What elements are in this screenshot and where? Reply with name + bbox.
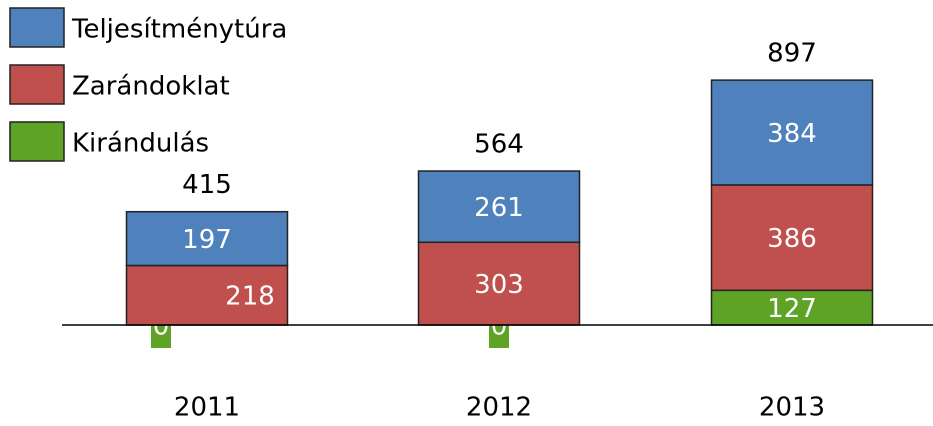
x-tick-label: 2011 [174,393,240,423]
value-label: 386 [767,224,817,254]
x-tick-label: 2012 [466,393,532,423]
bar-segment [125,210,289,267]
value-label: 127 [767,294,817,324]
total-label: 415 [182,170,232,200]
legend-swatch [9,121,65,162]
legend-swatch [9,7,65,48]
legend-label: Teljesítménytúra [71,15,287,45]
x-tick-label: 2013 [759,393,825,423]
legend-label: Kirándulás [72,129,209,159]
total-label: 897 [767,39,817,69]
bar-segment [417,241,581,326]
value-label: 384 [767,119,817,149]
bar-segment [710,289,874,326]
value-label: 303 [474,270,524,300]
bar-segment [710,184,874,292]
value-label: 261 [474,193,524,223]
bar-segment [417,170,581,244]
legend-swatch [9,64,65,105]
total-label: 564 [474,130,524,160]
bar-segment [710,79,874,186]
value-label: 218 [225,282,275,312]
legend-label: Zarándoklat [72,72,230,102]
value-label: 197 [182,225,232,255]
bar-segment [125,264,289,326]
